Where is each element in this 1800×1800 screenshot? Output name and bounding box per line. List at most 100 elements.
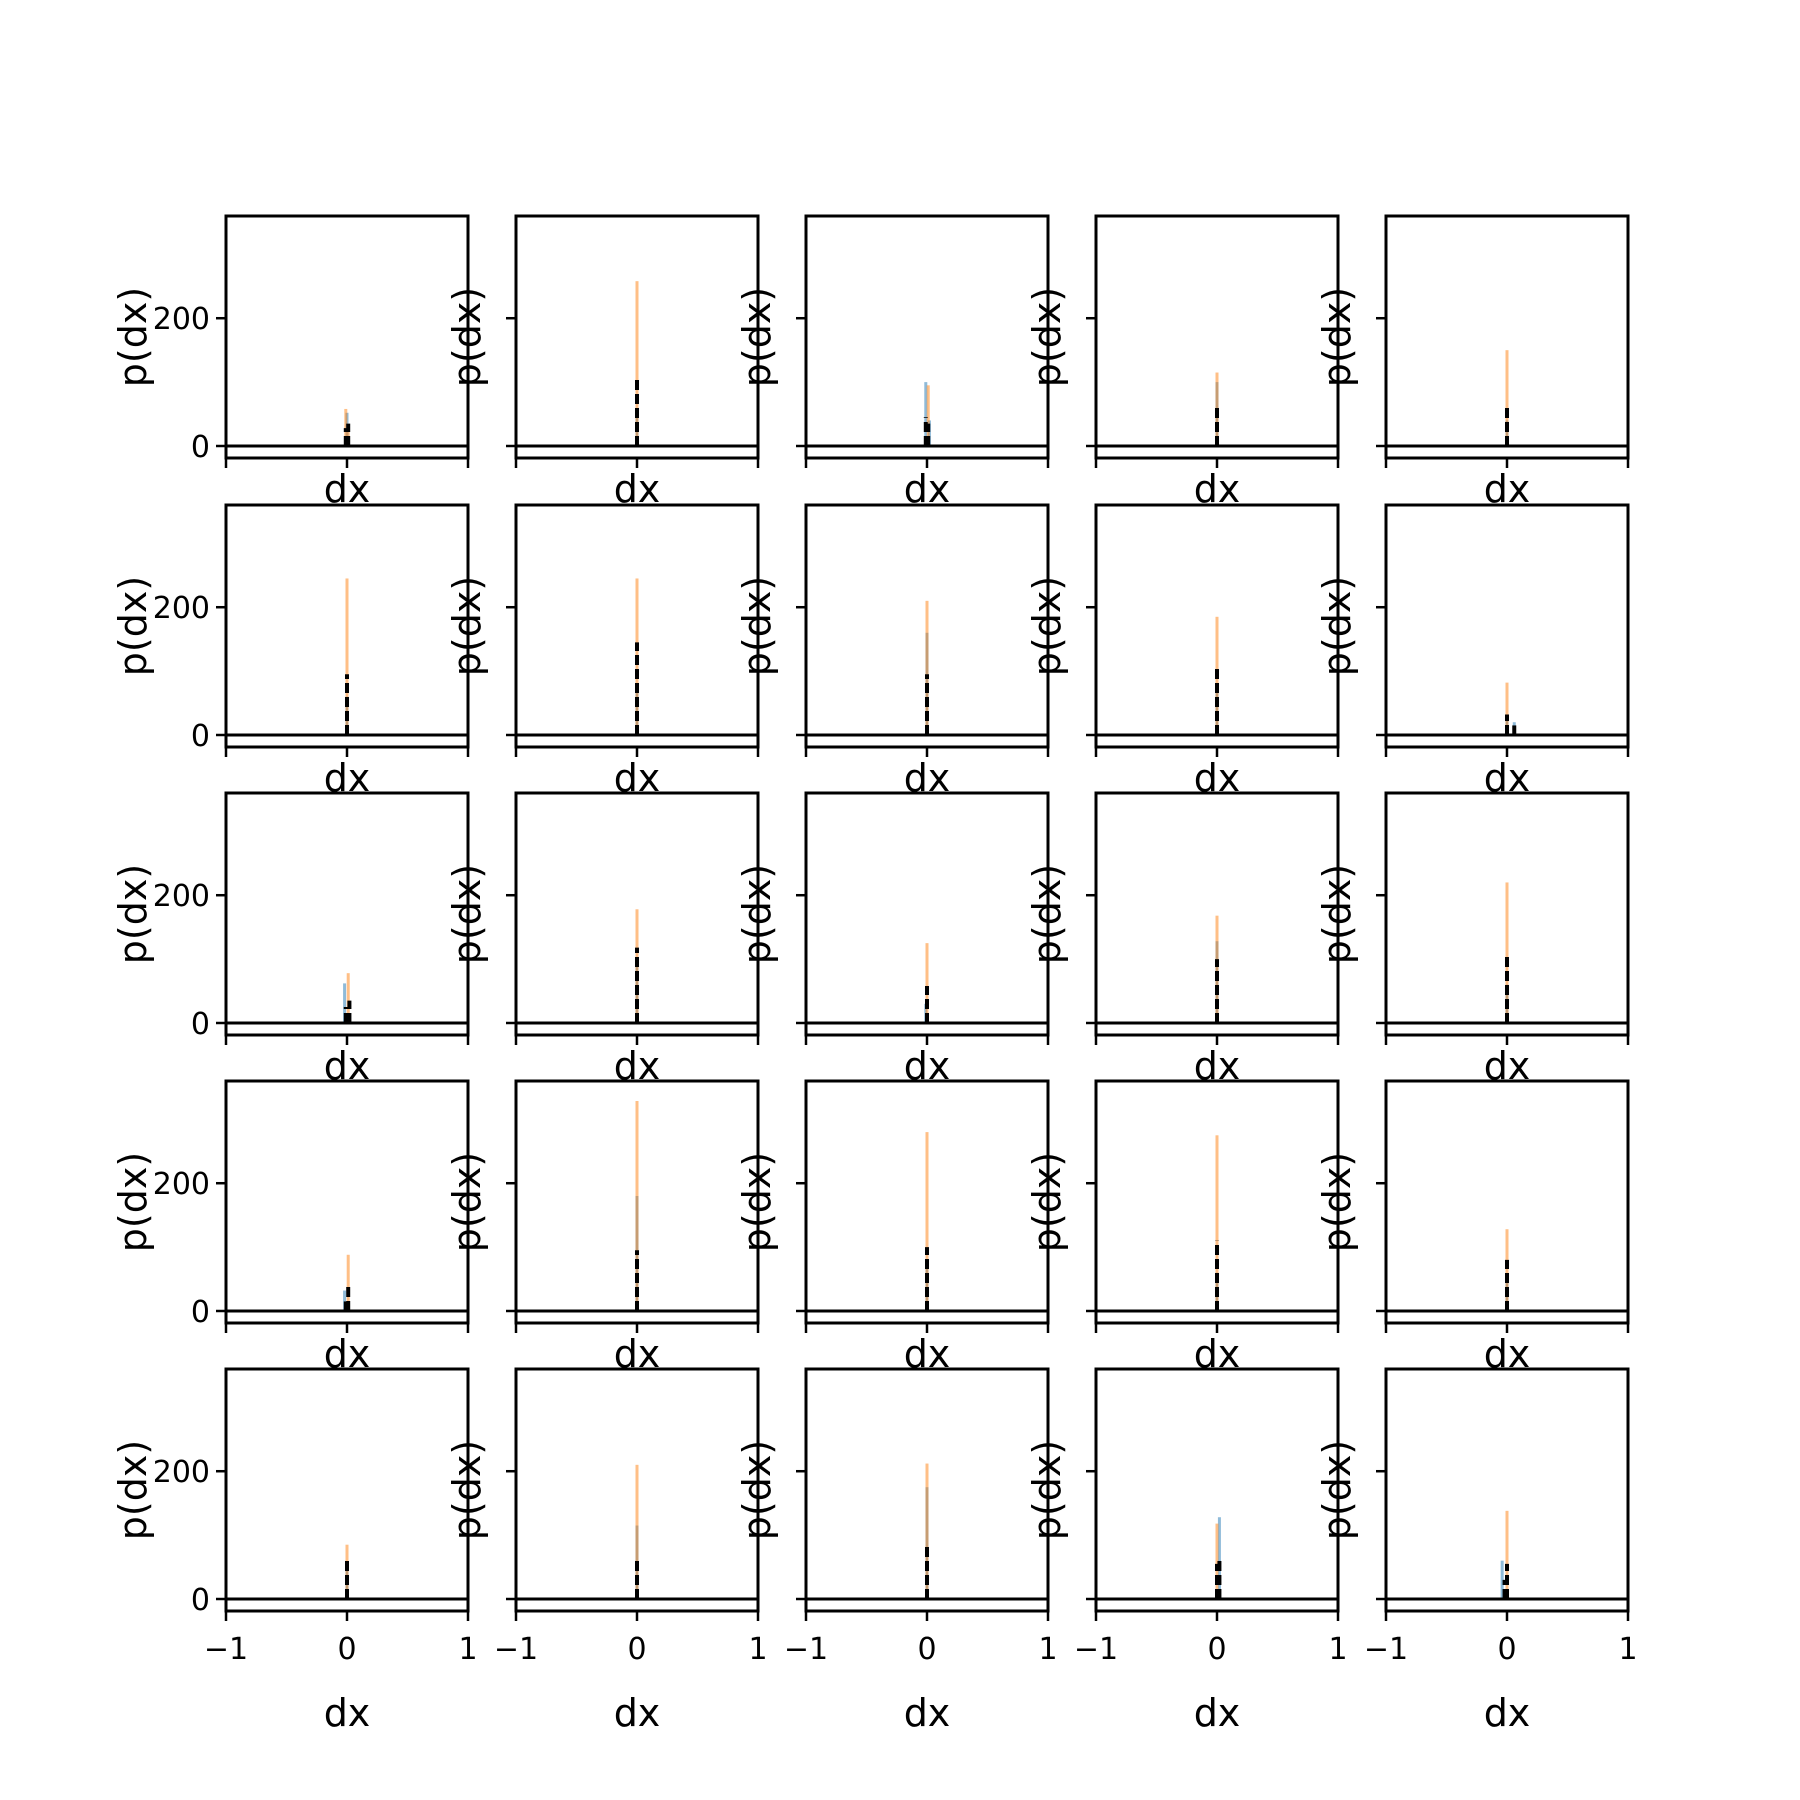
y-axis-label: p(dx) bbox=[735, 864, 779, 964]
cover bbox=[808, 1371, 1046, 1389]
model-bar bbox=[635, 281, 639, 446]
y-tick-label: 0 bbox=[191, 1295, 210, 1330]
cover bbox=[1098, 795, 1336, 813]
model-bar bbox=[1505, 882, 1509, 1023]
model-bar bbox=[1215, 915, 1219, 1023]
panel-3-2: p(dx)dx bbox=[735, 1079, 1050, 1376]
model-bar bbox=[925, 1463, 929, 1599]
panel-1-4: p(dx)dx bbox=[1315, 503, 1630, 800]
x-tick-label: 0 bbox=[1207, 1632, 1226, 1667]
x-tick-label: 1 bbox=[1618, 1632, 1637, 1667]
y-tick-label: 200 bbox=[153, 1455, 210, 1490]
panel-0-3: p(dx)dx bbox=[1025, 214, 1340, 511]
cover bbox=[808, 795, 1046, 813]
y-axis-label: p(dx) bbox=[111, 576, 155, 676]
y-tick-label: 200 bbox=[153, 591, 210, 626]
x-tick-label: 0 bbox=[1497, 1632, 1516, 1667]
x-tick-label: −1 bbox=[494, 1632, 538, 1667]
model-bar bbox=[1505, 350, 1509, 446]
y-axis-label: p(dx) bbox=[1025, 1440, 1069, 1540]
y-axis-label: p(dx) bbox=[1025, 287, 1069, 387]
x-tick-label: 0 bbox=[337, 1632, 356, 1667]
y-axis-label: p(dx) bbox=[111, 287, 155, 387]
cover bbox=[518, 1371, 756, 1389]
panel-0-4: p(dx)dx bbox=[1315, 214, 1630, 511]
y-axis-label: p(dx) bbox=[111, 864, 155, 964]
x-axis-label: dx bbox=[1484, 1691, 1531, 1735]
cover bbox=[1098, 1083, 1336, 1101]
model-bar bbox=[925, 1132, 929, 1311]
panel-2-2: p(dx)dx bbox=[735, 791, 1050, 1088]
y-axis-label: p(dx) bbox=[735, 1152, 779, 1252]
x-tick-label: −1 bbox=[204, 1632, 248, 1667]
x-axis-label: dx bbox=[614, 1691, 661, 1735]
measured-bar bbox=[1500, 1560, 1504, 1599]
y-axis-label: p(dx) bbox=[1025, 864, 1069, 964]
x-tick-label: 1 bbox=[748, 1632, 767, 1667]
y-axis-label: p(dx) bbox=[1315, 576, 1359, 676]
measured-bar bbox=[1217, 1517, 1221, 1599]
y-axis-label: p(dx) bbox=[1315, 1152, 1359, 1252]
y-axis-label: p(dx) bbox=[735, 287, 779, 387]
panel-0-1: p(dx)dx bbox=[445, 214, 760, 511]
panel-3-4: p(dx)dx bbox=[1315, 1079, 1630, 1376]
model-bar bbox=[926, 385, 930, 446]
measured-bar bbox=[924, 382, 928, 446]
panel-4-1: −1 0 1 p(dx) dx bbox=[445, 1367, 768, 1735]
cover bbox=[808, 507, 1046, 525]
model-bar bbox=[925, 943, 929, 1023]
panels-layer: 0200p(dx)dxp(dx)dxp(dx)dxp(dx)dxp(dx)dx0… bbox=[111, 214, 1638, 1735]
y-tick-label: 0 bbox=[191, 1583, 210, 1618]
x-tick-label: 1 bbox=[1328, 1632, 1347, 1667]
cover bbox=[1388, 795, 1626, 813]
x-tick-label: 1 bbox=[458, 1632, 477, 1667]
model-bar bbox=[1505, 682, 1509, 735]
y-axis-label: p(dx) bbox=[111, 1440, 155, 1540]
model-bar bbox=[345, 1544, 349, 1599]
model-bar bbox=[346, 1254, 350, 1311]
y-axis-label: p(dx) bbox=[445, 1152, 489, 1252]
y-axis-label: p(dx) bbox=[111, 1152, 155, 1252]
x-tick-label: −1 bbox=[784, 1632, 828, 1667]
cover bbox=[808, 1083, 1046, 1101]
panel-1-1: p(dx)dx bbox=[445, 503, 760, 800]
panel-4-4: −1 0 1 p(dx) dx bbox=[1315, 1367, 1638, 1735]
model-bar bbox=[345, 578, 349, 735]
y-axis-label: p(dx) bbox=[445, 1440, 489, 1540]
y-axis-label: p(dx) bbox=[445, 287, 489, 387]
y-tick-label: 200 bbox=[153, 302, 210, 337]
measured-bar bbox=[343, 1290, 347, 1311]
model-bar bbox=[635, 1096, 639, 1311]
cover bbox=[518, 1083, 756, 1101]
cover bbox=[228, 795, 466, 813]
cover bbox=[1098, 1371, 1336, 1389]
cover bbox=[1388, 1083, 1626, 1101]
y-axis-label: p(dx) bbox=[1315, 864, 1359, 964]
panel-0-2: p(dx)dx bbox=[735, 214, 1050, 511]
y-axis-label: p(dx) bbox=[1025, 1152, 1069, 1252]
overlap-covers bbox=[228, 507, 1626, 1389]
panel-1-2: p(dx)dx bbox=[735, 503, 1050, 800]
panel-3-3: p(dx)dx bbox=[1025, 1079, 1340, 1376]
y-tick-label: 0 bbox=[191, 1007, 210, 1042]
y-axis-label: p(dx) bbox=[1025, 576, 1069, 676]
model-bar bbox=[344, 408, 348, 446]
x-axis-label: dx bbox=[904, 1691, 951, 1735]
y-tick-label: 200 bbox=[153, 1167, 210, 1202]
cover bbox=[1388, 1371, 1626, 1389]
x-tick-label: 0 bbox=[627, 1632, 646, 1667]
y-axis-label: p(dx) bbox=[1315, 287, 1359, 387]
y-axis-label: p(dx) bbox=[445, 576, 489, 676]
cover bbox=[228, 507, 466, 525]
model-bar bbox=[1505, 1229, 1509, 1311]
y-tick-label: 0 bbox=[191, 719, 210, 754]
panel-3-1: p(dx)dx bbox=[445, 1079, 760, 1376]
y-axis-label: p(dx) bbox=[735, 1440, 779, 1540]
panel-1-3: p(dx)dx bbox=[1025, 503, 1340, 800]
